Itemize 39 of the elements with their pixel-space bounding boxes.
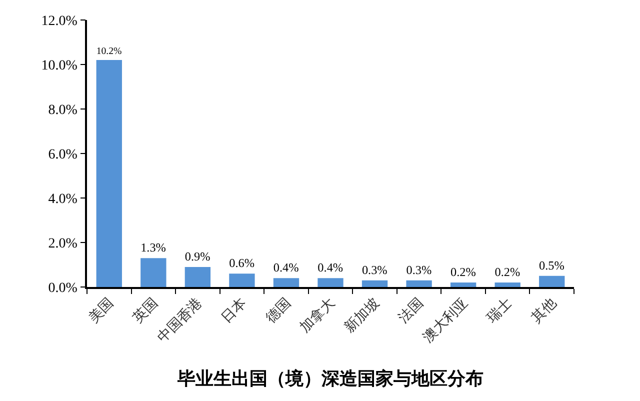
bar — [273, 278, 300, 287]
data-label: 0.5% — [539, 258, 564, 272]
bar — [229, 274, 255, 287]
bar — [406, 280, 432, 287]
y-tick-label: 10.0% — [41, 58, 78, 74]
bar — [450, 282, 476, 287]
y-tick-label: 0.0% — [48, 280, 78, 296]
bar — [184, 266, 211, 287]
text: 毕业生出国（境）深造国家与地区分布 — [176, 368, 484, 388]
data-label: 0.2% — [450, 265, 476, 280]
x-tick-label: 日本 — [218, 295, 250, 326]
data-label: 0.6% — [229, 256, 254, 270]
data-label: 0.9% — [184, 250, 210, 264]
x-tick-label: 加拿大 — [297, 295, 338, 336]
data-label: 10.2% — [96, 46, 122, 58]
x-tick-label: 瑞士 — [484, 295, 516, 326]
y-tick-label: 8.0% — [48, 102, 78, 118]
data-label: 1.3% — [140, 240, 166, 255]
y-tick-label: 4.0% — [48, 192, 78, 207]
bar — [539, 276, 565, 287]
x-tick-label: 美国 — [86, 295, 117, 326]
x-tick-label: 新加坡 — [342, 295, 383, 336]
data-label: 0.2% — [494, 265, 520, 280]
data-label: 0.4% — [273, 260, 299, 275]
x-tick-label: 法国 — [396, 295, 427, 326]
x-tick-label: 德国 — [262, 295, 294, 326]
data-label: 0.3% — [406, 262, 432, 277]
y-tick-label: 2.0% — [48, 236, 78, 252]
y-tick-label: 12.0% — [41, 14, 78, 29]
x-tick-label: 其他 — [528, 295, 560, 326]
y-tick-label: 6.0% — [48, 147, 78, 162]
bar — [318, 278, 344, 287]
bar — [96, 60, 122, 287]
bar — [362, 280, 388, 287]
x-tick-label: 英国 — [130, 295, 162, 326]
data-label: 0.4% — [318, 260, 344, 275]
bar — [494, 282, 520, 287]
bar — [140, 258, 166, 287]
data-label: 0.3% — [362, 262, 388, 277]
